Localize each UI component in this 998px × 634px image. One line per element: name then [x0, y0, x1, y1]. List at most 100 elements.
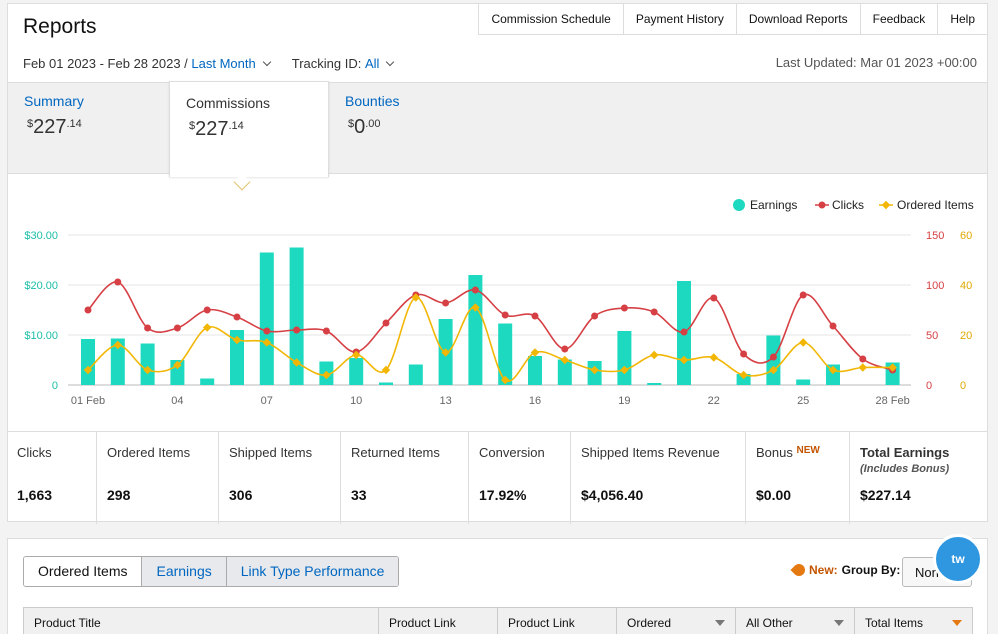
metric-value: $227.14 [860, 487, 911, 503]
sort-icon[interactable] [834, 620, 844, 626]
earnings-bar [736, 374, 751, 385]
earnings-bar [379, 382, 393, 385]
ordered-items-point [649, 350, 659, 360]
earnings-bar [140, 343, 155, 385]
period-dropdown[interactable]: Last Month [191, 56, 256, 71]
clicks-point [531, 312, 539, 320]
ordered-items-point [560, 355, 570, 365]
ordered-items-point [381, 365, 391, 375]
payment-history-link[interactable]: Payment History [622, 4, 736, 34]
earnings-bar [259, 252, 274, 385]
sort-icon[interactable] [715, 620, 725, 626]
ordered-items-point [590, 365, 599, 375]
sort-icon[interactable] [952, 620, 962, 626]
clicks-line [87, 281, 893, 371]
left-axis-tick-label: $30.00 [24, 230, 58, 242]
col-ordered[interactable]: Ordered [617, 608, 736, 634]
col-product-title[interactable]: Product Title [24, 608, 379, 634]
clicks-point [382, 319, 390, 327]
clicks-point [591, 312, 599, 320]
clicks-point [740, 350, 748, 358]
metric-value: 306 [229, 487, 253, 503]
clicks-point [650, 308, 658, 316]
ordered-items-line [87, 296, 893, 382]
earnings-bar [81, 339, 95, 385]
metric-value: $4,056.40 [581, 487, 644, 503]
clicks-point [829, 322, 837, 330]
report-table-panel: Ordered Items Earnings Link Type Perform… [7, 538, 988, 634]
ordered-items-point [411, 293, 421, 302]
metric-value: 1,663 [17, 487, 53, 503]
tab-ordered-items[interactable]: Ordered Items [24, 557, 142, 586]
metric-returned-items: Returned Items 33 [341, 432, 469, 524]
metric-ordered-items: Ordered Items 298 [97, 432, 219, 524]
ordered-items-point [441, 348, 450, 357]
last-updated: Last Updated: Mar 01 2023 +00:00 [775, 55, 977, 70]
x-tick-label: 28 Feb [875, 395, 909, 407]
download-reports-link[interactable]: Download Reports [735, 4, 860, 34]
ordered-items-point [232, 335, 242, 345]
tab-commissions[interactable]: Commissions $227.14 [169, 81, 329, 177]
chevron-down-icon[interactable] [386, 57, 395, 67]
earnings-bar [498, 323, 513, 385]
left-axis-tick-label: $10.00 [24, 330, 58, 342]
metric-total-earnings: Total Earnings (Includes Bonus) $227.14 [850, 432, 988, 524]
col-product-link[interactable]: Product Link [379, 608, 498, 634]
clicks-point [233, 313, 241, 321]
earnings-bar [408, 364, 423, 385]
earnings-bar [647, 383, 662, 385]
right2-axis-tick-label: 0 [960, 380, 966, 392]
earnings-bar [110, 338, 125, 385]
chat-widget-icon[interactable]: tw [933, 534, 983, 584]
group-by: New: Group By: [790, 561, 900, 579]
feedback-link[interactable]: Feedback [859, 4, 938, 34]
col-total-items[interactable]: Total Items [855, 608, 972, 634]
ordered-items-point [143, 365, 152, 375]
earnings-bar [230, 330, 244, 385]
clicks-point [501, 311, 509, 319]
summary-amount: $227.14 [27, 116, 82, 138]
x-tick-label: 22 [708, 395, 720, 407]
rocket-icon [790, 561, 808, 579]
col-all-other[interactable]: All Other [736, 608, 855, 634]
earnings-bar [170, 360, 185, 385]
ordered-items-point [471, 303, 480, 312]
help-link[interactable]: Help [937, 4, 987, 34]
commissions-amount: $227.14 [189, 118, 244, 140]
tracking-id-dropdown[interactable]: All [364, 56, 380, 71]
ordered-items-point [620, 365, 629, 375]
metric-label: Conversion [479, 445, 545, 460]
tracking-id-label: Tracking ID: [291, 56, 362, 71]
right-axis-tick-label: 0 [926, 380, 932, 392]
col-product-link-2[interactable]: Product Link [498, 608, 617, 634]
tab-summary[interactable]: Summary $227.14 [24, 93, 84, 139]
metric-label: Clicks [17, 445, 52, 460]
legend-earnings-label: Earnings [750, 198, 797, 212]
clicks-point [799, 291, 807, 299]
earnings-bar [617, 331, 632, 385]
legend-ordered-swatch [881, 200, 891, 210]
earnings-bar [528, 356, 542, 385]
tab-earnings[interactable]: Earnings [141, 557, 226, 586]
x-tick-label: 01 Feb [71, 395, 105, 407]
tab-summary-label: Summary [24, 93, 84, 109]
clicks-point [680, 328, 688, 336]
metric-shipped-items: Shipped Items 306 [219, 432, 341, 524]
legend-earnings-swatch [733, 199, 745, 211]
metric-value: 298 [107, 487, 131, 503]
commission-schedule-link[interactable]: Commission Schedule [491, 12, 611, 26]
clicks-point [293, 326, 301, 334]
tab-link-type-performance[interactable]: Link Type Performance [225, 557, 399, 586]
earnings-bar [557, 359, 572, 385]
left-axis-tick-label: $20.00 [24, 280, 58, 292]
chevron-down-icon[interactable] [262, 57, 271, 67]
right-axis-tick-label: 50 [926, 330, 938, 342]
clicks-point [114, 278, 122, 286]
metric-note: (Includes Bonus) [860, 463, 950, 475]
legend-ordered-label: Ordered Items [897, 198, 974, 212]
tab-bounties[interactable]: Bounties $0.00 [345, 93, 399, 139]
clicks-point [710, 294, 718, 302]
new-label: New: [809, 563, 838, 577]
metric-value: $0.00 [756, 487, 792, 503]
metric-bonus: Bonus NEW $0.00 [746, 432, 850, 524]
